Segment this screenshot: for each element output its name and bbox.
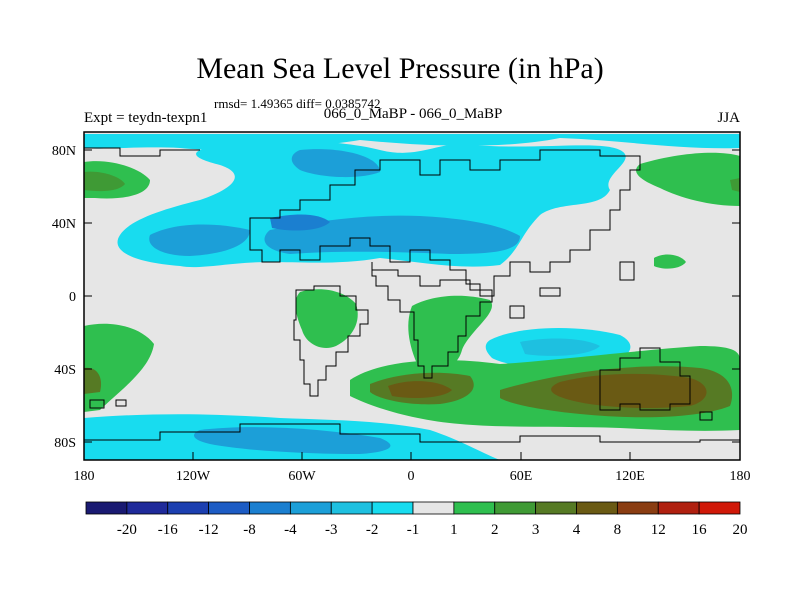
green-region bbox=[84, 171, 125, 192]
colorbar-swatch bbox=[330, 501, 373, 515]
y-tick-label: 80N bbox=[52, 144, 76, 159]
colorbar-label: -4 bbox=[284, 522, 297, 538]
green-region bbox=[295, 289, 358, 349]
x-tick-label: 180 bbox=[74, 469, 95, 484]
colorbar-swatch bbox=[535, 501, 577, 515]
colorbar-label: 8 bbox=[614, 522, 622, 538]
y-tick-label: 40N bbox=[52, 217, 76, 232]
colorbar-label: -8 bbox=[243, 522, 256, 538]
colorbar-swatch bbox=[657, 501, 700, 515]
green-region bbox=[654, 254, 686, 269]
colorbar-swatch bbox=[412, 501, 455, 515]
coastlines bbox=[84, 147, 740, 443]
green-region bbox=[84, 367, 102, 394]
colorbar-swatch bbox=[698, 501, 741, 515]
colorbar-label: -12 bbox=[199, 522, 219, 538]
colorbar-label: -2 bbox=[366, 522, 379, 538]
experiment-label: Expt = teydn-texpn1 bbox=[84, 110, 208, 126]
x-tick-label: 180 bbox=[730, 469, 751, 484]
green-region bbox=[408, 295, 493, 373]
colorbar-label: -16 bbox=[158, 522, 178, 538]
y-tick-label: 40S bbox=[54, 363, 76, 378]
x-tick-marks bbox=[83, 452, 741, 460]
colorbar-label: -20 bbox=[117, 522, 137, 538]
x-tick-label: 60E bbox=[510, 469, 533, 484]
colorbar-label: -3 bbox=[325, 522, 338, 538]
brown-region bbox=[388, 381, 452, 398]
colorbar-label: 1 bbox=[450, 522, 458, 538]
blue-core-region bbox=[264, 215, 520, 254]
x-tick-label: 0 bbox=[408, 469, 415, 484]
colorbar-swatch bbox=[85, 501, 128, 515]
colorbar-swatch bbox=[494, 501, 537, 515]
colorbar-label: -1 bbox=[407, 522, 420, 538]
x-tick-label: 120E bbox=[615, 469, 645, 484]
stats-text: rmsd= 1.49365 diff= 0.0385742 bbox=[214, 96, 381, 111]
colorbar-swatch bbox=[576, 501, 618, 515]
cyan-region bbox=[84, 134, 740, 150]
colorbar: -20 -16 -12 -8 -4 -3 -2 -1 1 2 3 4 8 12 16 20 bbox=[85, 501, 748, 538]
colorbar-label: 2 bbox=[491, 522, 499, 538]
colorbar-swatch bbox=[126, 501, 169, 515]
colorbar-label: 3 bbox=[532, 522, 540, 538]
y-tick-marks bbox=[84, 149, 740, 443]
colorbar-swatch bbox=[167, 501, 210, 515]
x-tick-label: 60W bbox=[288, 469, 316, 484]
colorbar-label: 16 bbox=[692, 522, 708, 538]
brown-region bbox=[551, 373, 707, 408]
y-tick-label: 0 bbox=[69, 290, 76, 305]
blue-core-region bbox=[520, 338, 600, 356]
green-region bbox=[84, 323, 154, 412]
season-label: JJA bbox=[717, 110, 740, 126]
colorbar-swatch bbox=[208, 501, 250, 515]
blue-core-region bbox=[270, 214, 330, 231]
colorbar-swatch bbox=[453, 501, 496, 515]
pressure-field bbox=[84, 132, 740, 460]
colorbar-label: 4 bbox=[573, 522, 581, 538]
x-tick-label: 120W bbox=[176, 469, 211, 484]
colorbar-swatch bbox=[289, 501, 332, 515]
blue-core-region bbox=[149, 224, 250, 256]
colorbar-swatch bbox=[249, 501, 291, 515]
green-region bbox=[730, 178, 740, 192]
colorbar-label: 20 bbox=[733, 522, 748, 538]
green-region bbox=[636, 152, 740, 206]
y-tick-label: 80S bbox=[54, 436, 76, 451]
map-title: Mean Sea Level Pressure (in hPa) bbox=[196, 52, 604, 85]
colorbar-label: 12 bbox=[651, 522, 666, 538]
colorbar-swatch bbox=[616, 501, 659, 515]
x-tick-labels: 180 120W 60W 0 60E 120E 180 bbox=[74, 469, 751, 484]
y-tick-labels: 80N 40N 0 40S 80S bbox=[52, 144, 76, 451]
comparison-label: 066_0_MaBP - 066_0_MaBP bbox=[323, 106, 503, 122]
colorbar-swatch bbox=[371, 501, 414, 515]
